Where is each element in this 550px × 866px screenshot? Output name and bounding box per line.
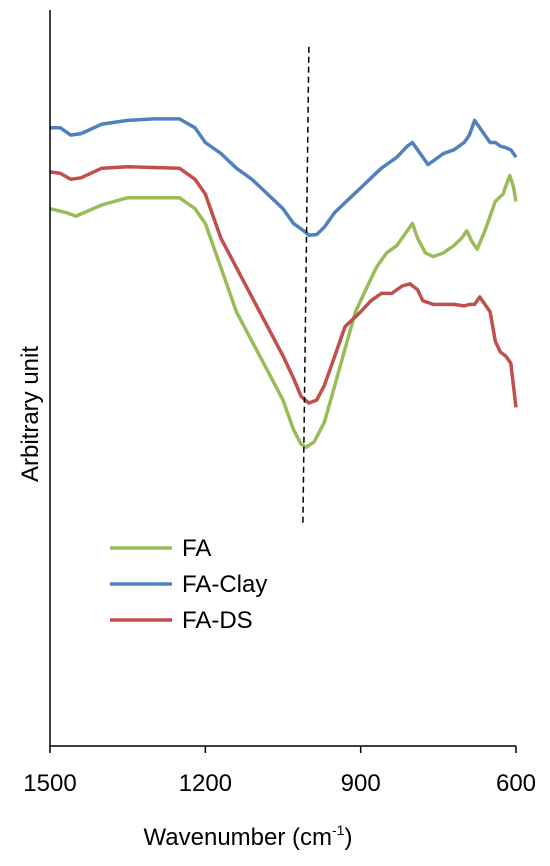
legend-label: FA-DS: [182, 607, 253, 634]
series-line-fa: [49, 173, 518, 449]
y-axis-title: Arbitrary unit: [17, 346, 44, 482]
x-axis-title: Wavenumber (cm-1): [144, 822, 353, 851]
x-tick-label: 1200: [179, 770, 232, 797]
x-tick-labels: 1500 1200 900 600: [23, 746, 536, 797]
x-tick-label: 900: [341, 770, 381, 797]
axes: [49, 10, 516, 747]
x-axis-title-sup: -1: [332, 822, 345, 838]
series-line-fa-clay: [50, 117, 518, 237]
legend-label: FA-Clay: [182, 571, 267, 598]
x-tick-label: 600: [496, 770, 536, 797]
reference-dashed-line: [302, 46, 310, 525]
series-line-fa-ds: [49, 165, 518, 408]
x-axis-title-main: Wavenumber (cm: [144, 824, 332, 851]
legend: FA FA-Clay FA-DS: [110, 535, 267, 634]
legend-label: FA: [182, 535, 211, 562]
x-axis-title-suffix: ): [344, 824, 352, 851]
x-tick-label: 1500: [23, 770, 76, 797]
plot-lines: [49, 117, 518, 449]
